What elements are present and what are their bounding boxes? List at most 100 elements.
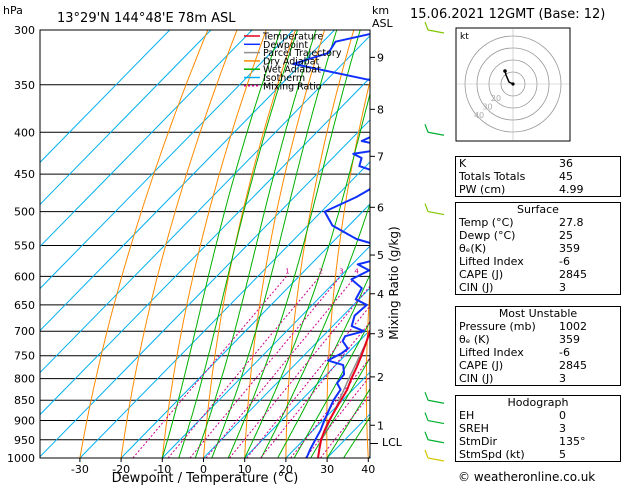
wind-barb-flag: [424, 392, 429, 401]
hodo-row: StmDir 135°: [459, 435, 586, 448]
isotherm: [244, 329, 370, 458]
wet-adiabat: [293, 320, 370, 458]
mixing-ratio-line: [189, 276, 341, 458]
dry-adiabat: [120, 30, 238, 458]
x-tick-label: 0: [200, 463, 207, 476]
hodograph-ring-label: 40: [474, 111, 484, 120]
x-tick-label: 20: [279, 463, 293, 476]
wet-adiabat: [161, 30, 282, 458]
km-tick-label: 5: [377, 249, 384, 262]
wet-adiabat: [211, 30, 338, 458]
x-tick-label: -30: [71, 463, 89, 476]
legend-label: Dry Adiabat: [263, 56, 320, 67]
pressure-tick-label: 500: [14, 206, 35, 219]
wet-adiabat: [178, 30, 298, 458]
wet-adiabat: [310, 356, 370, 458]
mixing-ratio-line: [167, 276, 321, 458]
wind-barb: [427, 439, 445, 444]
height-unit: km: [372, 4, 389, 17]
mixing-ratio-line: [305, 375, 370, 458]
surface-title: Surface: [517, 203, 559, 216]
dry-adiabat: [405, 30, 442, 458]
surface-row: CIN (J) 3: [459, 281, 566, 294]
dry-adiabat: [285, 30, 355, 458]
pressure-tick-label: 1000: [7, 452, 35, 465]
km-tick-label: 6: [377, 201, 384, 214]
dry-adiabat: [79, 30, 209, 458]
pressure-tick-label: 650: [14, 299, 35, 312]
mu-row: Pressure (mb) 1002: [459, 320, 587, 333]
dry-adiabat: [203, 30, 296, 458]
mixing-ratio-line: [246, 305, 370, 458]
index-label: PW (cm): [459, 183, 506, 196]
hodograph-ring-label: 20: [491, 94, 501, 103]
legend-label: Isotherm: [263, 73, 305, 84]
plot-frame: [39, 29, 371, 459]
surface-row: CAPE (J) 2845: [459, 268, 587, 281]
wind-barb: [427, 419, 445, 425]
wind-barb: [427, 457, 445, 462]
wind-barb-flag: [424, 21, 429, 31]
pressure-tick-label: 850: [14, 394, 35, 407]
lcl-label: LCL: [382, 436, 403, 449]
x-tick-label: -20: [112, 463, 130, 476]
wind-barb-flag: [424, 124, 429, 133]
legend-label: Wet Adiabat: [263, 65, 321, 76]
hodo-row: SREH 3: [459, 422, 566, 435]
mixing-ratio-line: [132, 276, 287, 458]
mixing-ratio-axis-label: Mixing Ratio (g/kg): [387, 226, 401, 339]
mixing-ratio-label: 20: [446, 267, 455, 275]
chart-background-lines: 1 2 3 4 6 8 10 16 20 25: [40, 30, 455, 458]
mixing-ratio-line: [290, 357, 370, 458]
pressure-tick-label: 550: [14, 239, 35, 252]
x-tick-label: 10: [238, 463, 252, 476]
datetime-header: 15.06.2021 12GMT (Base: 12): [410, 7, 606, 22]
hodograph-title: Hodograph: [507, 396, 569, 409]
mixing-ratio-label: 10: [404, 267, 413, 275]
mu-row: CIN (J) 3: [459, 372, 566, 385]
km-tick-label: 9: [377, 51, 384, 64]
mixing-ratio-label: 2: [319, 267, 323, 275]
pressure-tick-label: 300: [14, 24, 35, 37]
isotherm: [40, 30, 253, 248]
isotherm: [285, 371, 370, 458]
mixing-ratio-label: 4: [354, 267, 359, 275]
mu-row: CAPE (J) 2845: [459, 359, 587, 372]
km-tick-label: 8: [377, 103, 384, 116]
hodograph-ring-label: 30: [482, 102, 492, 111]
isotherm: [40, 77, 370, 416]
isotherm: [40, 30, 171, 164]
index-value: 4.99: [559, 183, 584, 196]
index-row: K 36: [456, 157, 620, 170]
x-axis-label: Dewpoint / Temperature (°C): [112, 471, 299, 486]
km-tick-label: 4: [377, 288, 384, 301]
surface-row: Temp (°C) 27.8: [459, 216, 584, 229]
x-tick-label: 40: [361, 463, 375, 476]
mu-row: θₑ (K) 359: [459, 333, 580, 346]
wet-adiabat: [260, 202, 370, 458]
mixing-ratio-label: 16: [432, 267, 441, 275]
wind-barb-flag: [424, 203, 429, 212]
pressure-tick-label: 800: [14, 373, 35, 386]
indices-table: K 36 Totals Totals 45 PW (cm) 4.99: [455, 156, 621, 197]
pressure-tick-label: 450: [14, 168, 35, 181]
x-tick-label: 30: [320, 463, 334, 476]
wet-adiabat: [326, 388, 370, 458]
location-title: 13°29'N 144°48'E 78m ASL: [57, 11, 236, 26]
index-label: Totals Totals: [459, 170, 526, 183]
index-value: 45: [559, 170, 573, 183]
surface-row: Lifted Index -6: [459, 255, 570, 268]
hodograph-table: Hodograph EH 0 SREH 3 StmDir 135° StmSpd (k…: [455, 395, 621, 462]
pressure-tick-label: 700: [14, 325, 35, 338]
hodo-row: StmSpd (kt) 5: [459, 448, 566, 461]
isotherm: [203, 287, 370, 458]
hodograph-center: [511, 82, 515, 86]
mu-row: Lifted Index -6: [459, 346, 570, 359]
legend-label: Mixing Ratio: [263, 81, 322, 92]
mixing-ratio-label: 1: [285, 267, 289, 275]
index-label: K: [459, 157, 467, 170]
index-row: Totals Totals 45: [456, 170, 620, 183]
